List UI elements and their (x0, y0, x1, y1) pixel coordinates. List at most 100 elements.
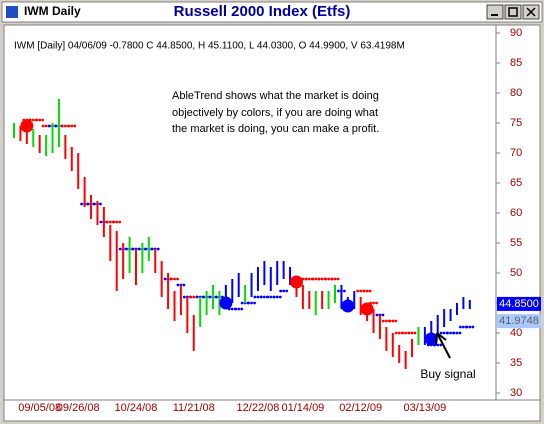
stop-dot (262, 295, 266, 299)
stop-dot (99, 220, 103, 224)
stop-dot (356, 289, 360, 293)
stop-dot (391, 319, 395, 323)
stop-dot (41, 124, 45, 128)
stop-dot (234, 307, 238, 311)
chart-title: Russell 2000 Index (Etfs) (174, 3, 351, 20)
stop-dot (189, 295, 193, 299)
stop-dot (404, 331, 408, 335)
stop-dot (311, 277, 315, 281)
signal-arrow (435, 332, 451, 359)
stop-dot (144, 247, 148, 251)
window-buttons (486, 4, 540, 20)
stop-dot (182, 283, 186, 287)
stop-dot (266, 295, 270, 299)
stop-dot (176, 277, 179, 281)
stop-dot (439, 331, 443, 335)
close-icon (526, 7, 536, 17)
stop-dot (31, 118, 35, 122)
stop-dot (384, 319, 388, 323)
stop-dot (397, 331, 401, 335)
stop-dot (170, 277, 173, 281)
stop-dot (388, 319, 392, 323)
stop-dot (247, 301, 250, 305)
maximize-icon (508, 7, 518, 17)
x-tick-label: 01/14/09 (281, 402, 324, 414)
stop-dot (250, 301, 253, 305)
stop-dot (115, 220, 119, 224)
stop-dot (253, 301, 256, 305)
stop-dot (362, 289, 366, 293)
stop-dot (381, 319, 385, 323)
stop-dot (375, 313, 379, 317)
stop-dot (275, 295, 279, 299)
stop-dot (35, 118, 39, 122)
stop-dot (150, 247, 154, 251)
stop-dot (259, 295, 263, 299)
signal-dot (289, 275, 303, 289)
stop-dot (237, 307, 241, 311)
stop-dot (330, 277, 334, 281)
stop-dot (272, 295, 276, 299)
stop-dot (336, 277, 340, 281)
signal-dot (20, 119, 34, 133)
stop-dot (63, 124, 67, 128)
price-label-box (497, 296, 541, 311)
stop-dot (307, 277, 311, 281)
x-tick-label: 02/12/09 (339, 402, 382, 414)
annotation-line: objectively by colors, if you are doing … (172, 107, 378, 119)
y-tick-label: 30 (510, 387, 522, 399)
info-line: IWM [Daily] 04/06/09 -0.7800 C 44.8500, … (14, 41, 405, 52)
stop-dot (240, 307, 244, 311)
stop-dot (70, 124, 74, 128)
y-tick-label: 70 (510, 147, 522, 159)
stop-dot (240, 301, 244, 305)
stop-dot (452, 331, 456, 335)
stop-dot (256, 295, 260, 299)
stop-dot (125, 247, 128, 251)
stop-dot (471, 325, 475, 329)
stop-dot (368, 289, 372, 293)
stop-dot (44, 124, 48, 128)
stop-dot (131, 247, 135, 251)
x-tick-label: 03/13/09 (403, 402, 446, 414)
stop-dot (176, 283, 180, 287)
stop-dot (99, 202, 102, 206)
stop-dot (462, 325, 465, 329)
stop-dot (372, 301, 375, 305)
stop-dot (60, 124, 64, 128)
x-tick-label: 10/24/08 (115, 402, 158, 414)
stop-dot (324, 277, 327, 281)
stop-dot (138, 247, 141, 251)
stop-dot (118, 220, 122, 224)
stop-dot (253, 295, 257, 299)
stop-dot (41, 118, 45, 122)
x-tick-label: 12/22/08 (237, 402, 280, 414)
y-tick-label: 90 (510, 27, 522, 39)
y-tick-label: 50 (510, 267, 522, 279)
price-label: 44.8500 (499, 298, 539, 310)
stop-dot (67, 124, 71, 128)
stop-dot (327, 277, 330, 281)
signal-dot (360, 302, 374, 316)
stop-dot (278, 295, 282, 299)
minimize-button[interactable] (486, 4, 504, 20)
y-tick-label: 85 (510, 57, 522, 69)
stop-dot (230, 307, 234, 311)
stop-dot (86, 202, 90, 206)
stop-dot (105, 220, 109, 224)
stop-dot (93, 202, 96, 206)
stop-dot (112, 220, 116, 224)
stop-dot (413, 331, 417, 335)
x-tick-label: 09/26/08 (57, 402, 100, 414)
stop-dot (343, 289, 346, 293)
maximize-button[interactable] (504, 4, 522, 20)
stop-dot (314, 277, 318, 281)
stop-dot (54, 124, 58, 128)
stop-dot (407, 331, 411, 335)
signal-dot (219, 296, 233, 310)
annotation-line: AbleTrend shows what the market is doing (172, 90, 379, 102)
stop-dot (195, 295, 199, 299)
stop-dot (279, 289, 283, 293)
